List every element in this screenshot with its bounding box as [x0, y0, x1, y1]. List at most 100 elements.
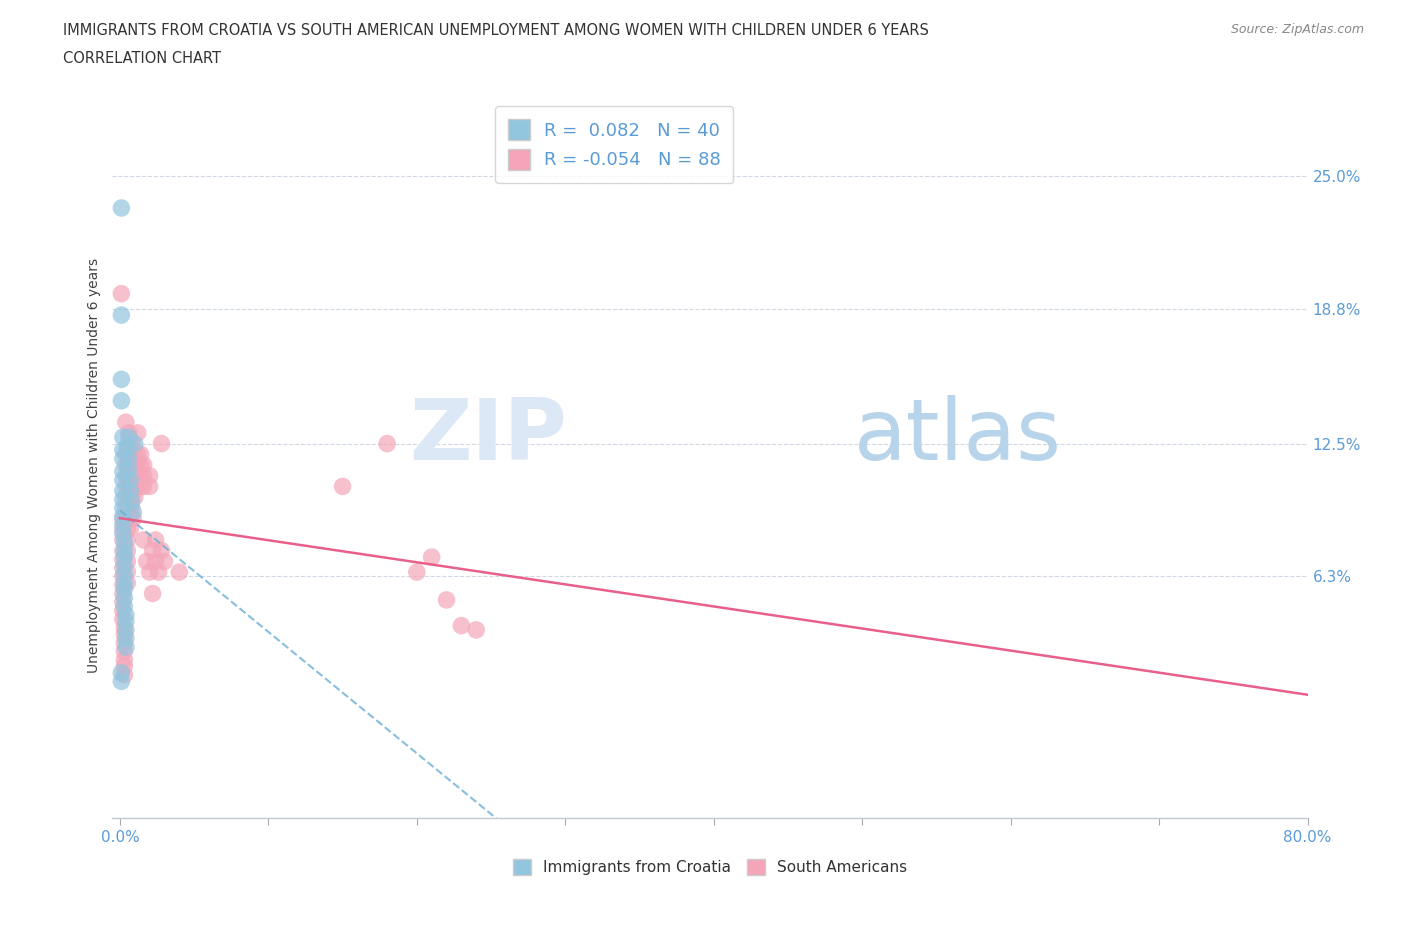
Point: [112, 558, 135, 573]
Point: [111, 430, 134, 445]
Point: [375, 436, 398, 451]
Point: [111, 594, 134, 609]
Point: [121, 436, 143, 451]
Point: [115, 622, 138, 637]
Point: [124, 436, 146, 451]
Text: Source: ZipAtlas.com: Source: ZipAtlas.com: [1230, 23, 1364, 36]
Point: [112, 599, 135, 614]
Point: [127, 458, 149, 472]
Point: [111, 464, 134, 479]
Point: [112, 543, 135, 558]
Point: [117, 441, 139, 456]
Point: [129, 479, 152, 494]
Point: [115, 415, 138, 430]
Point: [127, 446, 149, 461]
Point: [121, 490, 143, 505]
Point: [122, 505, 145, 520]
Point: [169, 565, 191, 579]
Point: [111, 561, 134, 576]
Point: [129, 446, 152, 461]
Point: [111, 543, 134, 558]
Point: [120, 484, 142, 498]
Point: [121, 494, 143, 509]
Point: [127, 469, 149, 484]
Point: [120, 472, 142, 487]
Point: [111, 533, 134, 548]
Point: [110, 308, 132, 323]
Point: [112, 658, 135, 673]
Point: [112, 535, 135, 550]
Point: [132, 533, 155, 548]
Point: [127, 425, 149, 440]
Point: [110, 201, 132, 216]
Point: [110, 286, 132, 301]
Point: [120, 512, 142, 526]
Point: [420, 550, 443, 565]
Point: [118, 490, 141, 505]
Point: [111, 551, 134, 566]
Point: [110, 674, 132, 689]
Point: [111, 443, 134, 458]
Point: [117, 554, 139, 569]
Point: [117, 565, 139, 579]
Point: [124, 458, 146, 472]
Point: [118, 479, 141, 494]
Point: [465, 622, 488, 637]
Text: ZIP: ZIP: [409, 395, 567, 478]
Point: [138, 565, 160, 579]
Point: [118, 446, 141, 461]
Point: [122, 512, 145, 526]
Point: [124, 446, 146, 461]
Point: [129, 458, 152, 472]
Point: [135, 554, 157, 569]
Point: [111, 451, 134, 466]
Point: [118, 458, 141, 472]
Point: [121, 469, 143, 484]
Point: [124, 490, 146, 505]
Point: [111, 512, 134, 526]
Point: [111, 522, 134, 537]
Point: [112, 591, 135, 605]
Point: [450, 618, 472, 633]
Point: [436, 592, 458, 607]
Point: [110, 665, 132, 680]
Point: [332, 479, 354, 494]
Point: [117, 576, 139, 591]
Point: [111, 472, 134, 487]
Point: [112, 550, 135, 565]
Point: [112, 668, 135, 683]
Point: [121, 500, 143, 515]
Y-axis label: Unemployment Among Women with Children Under 6 years: Unemployment Among Women with Children U…: [87, 258, 101, 672]
Point: [112, 635, 135, 650]
Point: [111, 612, 134, 627]
Point: [115, 479, 138, 494]
Point: [117, 543, 139, 558]
Point: [121, 458, 143, 472]
Point: [115, 469, 138, 484]
Point: [115, 640, 138, 655]
Legend: Immigrants from Croatia, South Americans: Immigrants from Croatia, South Americans: [506, 853, 914, 882]
Point: [132, 469, 155, 484]
Point: [118, 451, 141, 466]
Point: [132, 479, 155, 494]
Point: [118, 500, 141, 515]
Point: [115, 614, 138, 629]
Point: [121, 479, 143, 494]
Point: [115, 631, 138, 646]
Point: [118, 425, 141, 440]
Point: [111, 604, 134, 618]
Point: [110, 393, 132, 408]
Point: [111, 509, 134, 524]
Point: [118, 436, 141, 451]
Point: [112, 620, 135, 635]
Point: [112, 566, 135, 581]
Point: [142, 586, 165, 601]
Point: [150, 436, 173, 451]
Point: [138, 469, 160, 484]
Point: [112, 644, 135, 658]
Point: [111, 569, 134, 584]
Text: CORRELATION CHART: CORRELATION CHART: [63, 51, 221, 66]
Point: [120, 522, 142, 537]
Point: [124, 469, 146, 484]
Point: [111, 578, 134, 592]
